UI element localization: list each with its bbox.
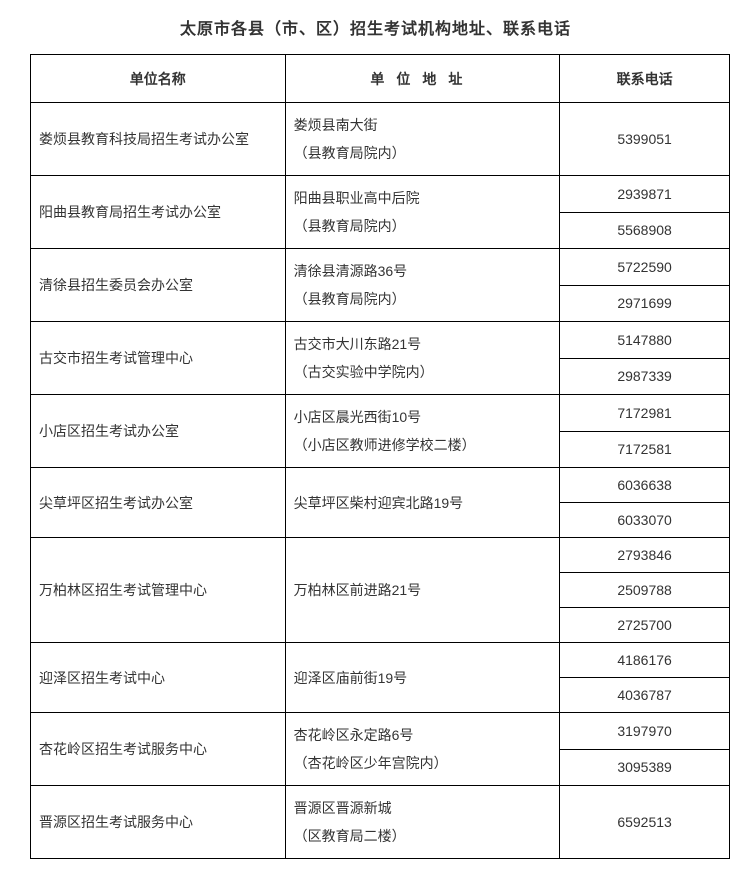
table-header-row: 单位名称 单位地址 联系电话 — [31, 55, 730, 103]
unit-phone: 3197970 — [560, 713, 730, 750]
unit-phone: 2509788 — [560, 573, 730, 608]
unit-name: 娄烦县教育科技局招生考试办公室 — [31, 103, 286, 176]
unit-phone: 5399051 — [560, 103, 730, 176]
unit-name: 清徐县招生委员会办公室 — [31, 249, 286, 322]
unit-phone: 7172581 — [560, 431, 730, 468]
unit-phone: 5147880 — [560, 322, 730, 359]
table-row: 阳曲县教育局招生考试办公室阳曲县职业高中后院（县教育局院内）2939871 — [31, 176, 730, 213]
unit-phone: 2725700 — [560, 608, 730, 643]
unit-phone: 4036787 — [560, 678, 730, 713]
header-phone: 联系电话 — [560, 55, 730, 103]
table-row: 小店区招生考试办公室小店区晨光西街10号（小店区教师进修学校二楼）7172981 — [31, 395, 730, 432]
unit-phone: 6033070 — [560, 503, 730, 538]
unit-name: 尖草坪区招生考试办公室 — [31, 468, 286, 538]
page-title: 太原市各县（市、区）招生考试机构地址、联系电话 — [10, 15, 741, 39]
header-addr: 单位地址 — [285, 55, 560, 103]
unit-address: 古交市大川东路21号（古交实验中学院内） — [285, 322, 560, 395]
table-row: 娄烦县教育科技局招生考试办公室娄烦县南大街（县教育局院内）5399051 — [31, 103, 730, 176]
unit-phone: 3095389 — [560, 749, 730, 786]
unit-phone: 7172981 — [560, 395, 730, 432]
unit-name: 小店区招生考试办公室 — [31, 395, 286, 468]
unit-phone: 6036638 — [560, 468, 730, 503]
unit-phone: 4186176 — [560, 643, 730, 678]
unit-name: 阳曲县教育局招生考试办公室 — [31, 176, 286, 249]
institutions-table: 单位名称 单位地址 联系电话 娄烦县教育科技局招生考试办公室娄烦县南大街（县教育… — [30, 54, 730, 859]
unit-address: 迎泽区庙前街19号 — [285, 643, 560, 713]
unit-phone: 5722590 — [560, 249, 730, 286]
table-row: 古交市招生考试管理中心古交市大川东路21号（古交实验中学院内）5147880 — [31, 322, 730, 359]
table-row: 晋源区招生考试服务中心晋源区晋源新城（区教育局二楼）6592513 — [31, 786, 730, 859]
unit-phone: 2987339 — [560, 358, 730, 395]
unit-phone: 6592513 — [560, 786, 730, 859]
unit-phone: 2793846 — [560, 538, 730, 573]
unit-address: 阳曲县职业高中后院（县教育局院内） — [285, 176, 560, 249]
unit-phone: 2971699 — [560, 285, 730, 322]
unit-address: 尖草坪区柴村迎宾北路19号 — [285, 468, 560, 538]
table-row: 万柏林区招生考试管理中心万柏林区前进路21号2793846 — [31, 538, 730, 573]
unit-phone: 2939871 — [560, 176, 730, 213]
table-row: 杏花岭区招生考试服务中心杏花岭区永定路6号（杏花岭区少年宫院内）3197970 — [31, 713, 730, 750]
table-row: 清徐县招生委员会办公室清徐县清源路36号（县教育局院内）5722590 — [31, 249, 730, 286]
unit-name: 杏花岭区招生考试服务中心 — [31, 713, 286, 786]
unit-name: 古交市招生考试管理中心 — [31, 322, 286, 395]
unit-name: 迎泽区招生考试中心 — [31, 643, 286, 713]
unit-address: 万柏林区前进路21号 — [285, 538, 560, 643]
unit-address: 清徐县清源路36号（县教育局院内） — [285, 249, 560, 322]
unit-name: 晋源区招生考试服务中心 — [31, 786, 286, 859]
unit-address: 晋源区晋源新城（区教育局二楼） — [285, 786, 560, 859]
header-name: 单位名称 — [31, 55, 286, 103]
unit-name: 万柏林区招生考试管理中心 — [31, 538, 286, 643]
unit-address: 娄烦县南大街（县教育局院内） — [285, 103, 560, 176]
unit-phone: 5568908 — [560, 212, 730, 249]
unit-address: 杏花岭区永定路6号（杏花岭区少年宫院内） — [285, 713, 560, 786]
table-row: 迎泽区招生考试中心迎泽区庙前街19号4186176 — [31, 643, 730, 678]
table-row: 尖草坪区招生考试办公室尖草坪区柴村迎宾北路19号6036638 — [31, 468, 730, 503]
unit-address: 小店区晨光西街10号（小店区教师进修学校二楼） — [285, 395, 560, 468]
